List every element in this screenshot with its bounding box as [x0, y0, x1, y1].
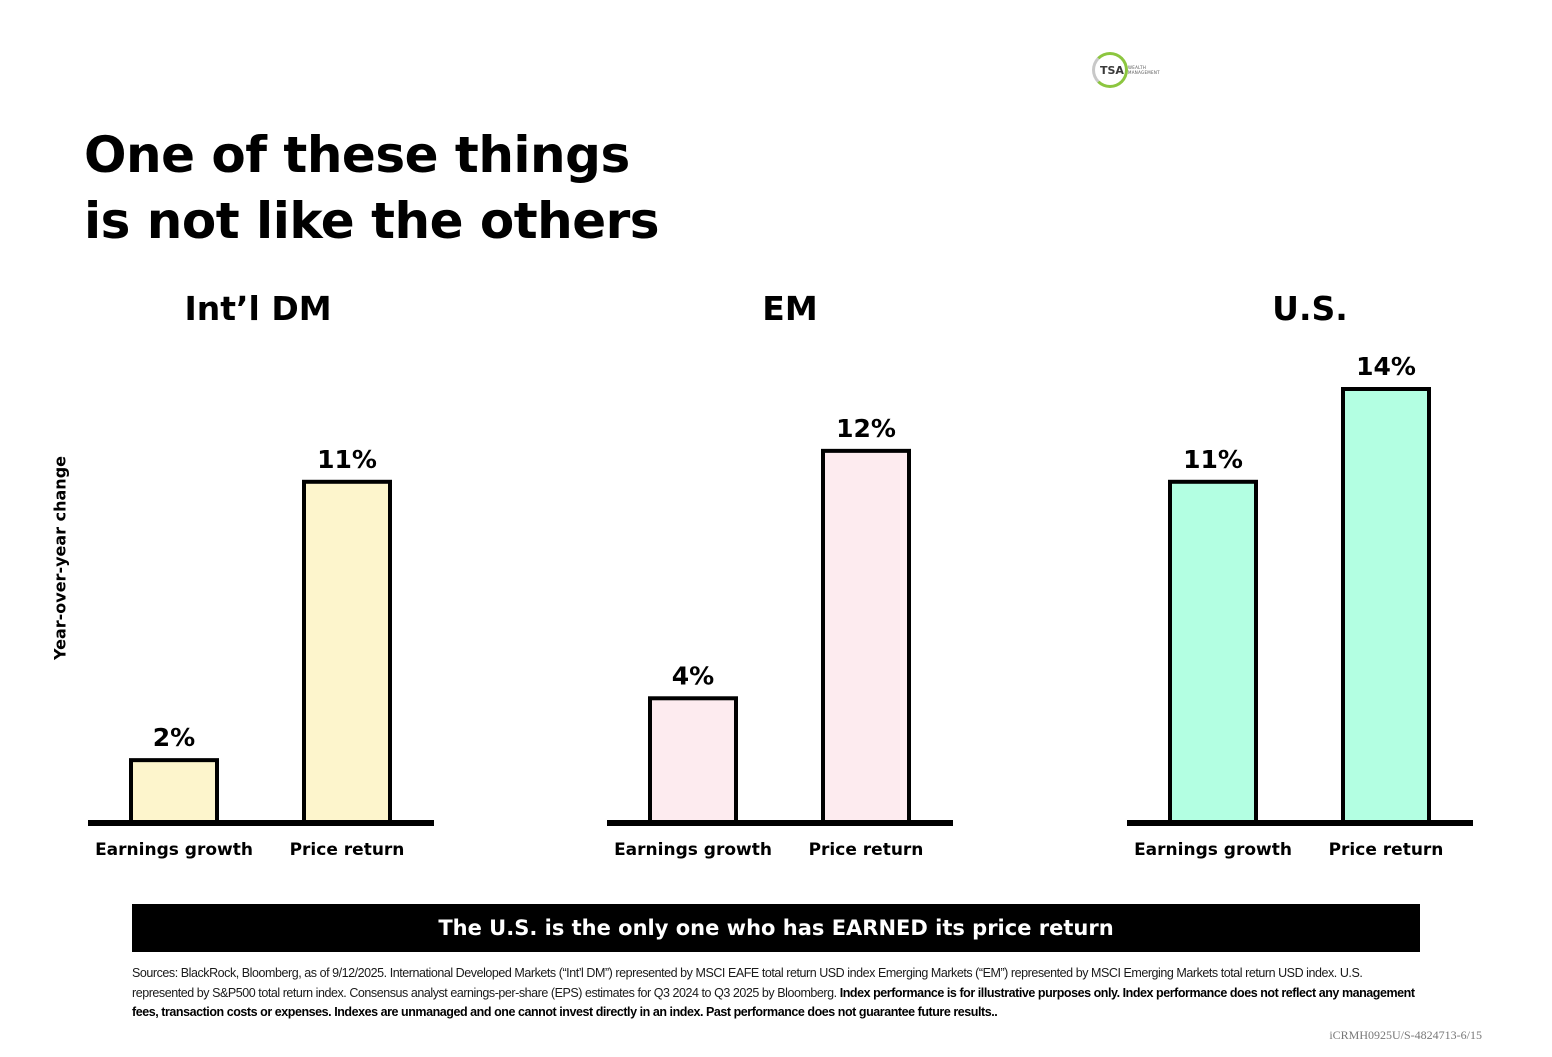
category-label-us-0: Earnings growth	[1134, 840, 1292, 860]
category-label-intl-dm-0: Earnings growth	[95, 840, 253, 860]
logo-text: TSA	[1100, 64, 1124, 77]
panel-title-us: U.S.	[1272, 289, 1348, 328]
bar-em-earnings-growth	[648, 696, 738, 826]
tsa-logo: TSA WEALTH MANAGEMENT	[1092, 52, 1182, 92]
logo-subtext: WEALTH MANAGEMENT	[1128, 65, 1160, 75]
data-label-em-0: 4%	[672, 661, 714, 690]
data-label-em-1: 12%	[836, 414, 896, 443]
bar-chart-panels: Int’l DM 2% Earnings growth 11% Price return…	[88, 289, 1473, 860]
bar-intl-dm-earnings-growth	[129, 758, 219, 827]
panel-title-em: EM	[762, 289, 817, 328]
category-label-us-1: Price return	[1329, 840, 1444, 860]
sources-footnote: Sources: BlackRock, Bloomberg, as of 9/1…	[132, 964, 1422, 1023]
title-line-2: is not like the others	[84, 192, 660, 250]
title-line-1: One of these things	[84, 126, 630, 184]
bar-em-price-return	[821, 448, 911, 826]
panel-title-intl-dm: Int’l DM	[184, 289, 331, 328]
data-label-intl-dm-0: 2%	[153, 723, 195, 752]
data-label-intl-dm-1: 11%	[317, 445, 377, 474]
document-code: iCRMH0925U/S-4824713-6/15	[1329, 1028, 1482, 1042]
page-title: One of these things is not like the othe…	[84, 122, 660, 254]
category-label-em-0: Earnings growth	[614, 840, 772, 860]
bar-us-earnings-growth	[1168, 479, 1258, 826]
bar-us-price-return	[1341, 387, 1431, 826]
bar-intl-dm-price-return	[302, 479, 392, 826]
sources-disclaimer: Index performance is for illustrative pu…	[132, 985, 1415, 1020]
category-label-em-1: Price return	[809, 840, 924, 860]
sources-text: Sources: BlackRock, Bloomberg, as of 9/1…	[132, 966, 1363, 1000]
logo-ring-icon	[1092, 52, 1128, 88]
category-label-intl-dm-1: Price return	[290, 840, 405, 860]
data-label-us-0: 11%	[1183, 445, 1243, 474]
banner: The U.S. is the only one who has EARNED …	[132, 904, 1420, 952]
data-label-us-1: 14%	[1356, 352, 1416, 381]
